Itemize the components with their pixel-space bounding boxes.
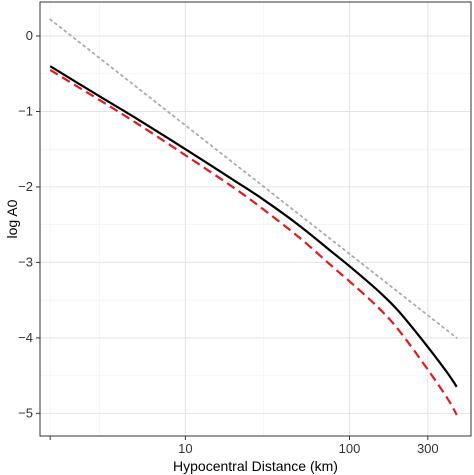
- y-tick-label: −1: [18, 103, 33, 118]
- y-tick-label: −5: [18, 405, 33, 420]
- y-tick-label: −4: [18, 330, 33, 345]
- axis-ticks: 0 −1 −2 −3 −4 −5 10 100 300: [18, 28, 438, 456]
- x-tick-label: 300: [417, 441, 439, 456]
- series-layer: [49, 18, 458, 416]
- x-tick-label: 100: [339, 441, 361, 456]
- y-axis-title: log A0: [4, 199, 20, 238]
- plot-panel-border: [39, 1, 472, 437]
- solid-black-curve: [49, 65, 458, 388]
- y-tick-label: −2: [18, 179, 33, 194]
- y-tick-label: −3: [18, 254, 33, 269]
- y-tick-label: 0: [26, 28, 33, 43]
- dashed-red-curve: [49, 68, 458, 416]
- x-axis-title: Hypocentral Distance (km): [173, 458, 338, 474]
- x-tick-label: 10: [178, 441, 192, 456]
- grid: [40, 2, 471, 436]
- dotted-grey-line: [49, 18, 458, 339]
